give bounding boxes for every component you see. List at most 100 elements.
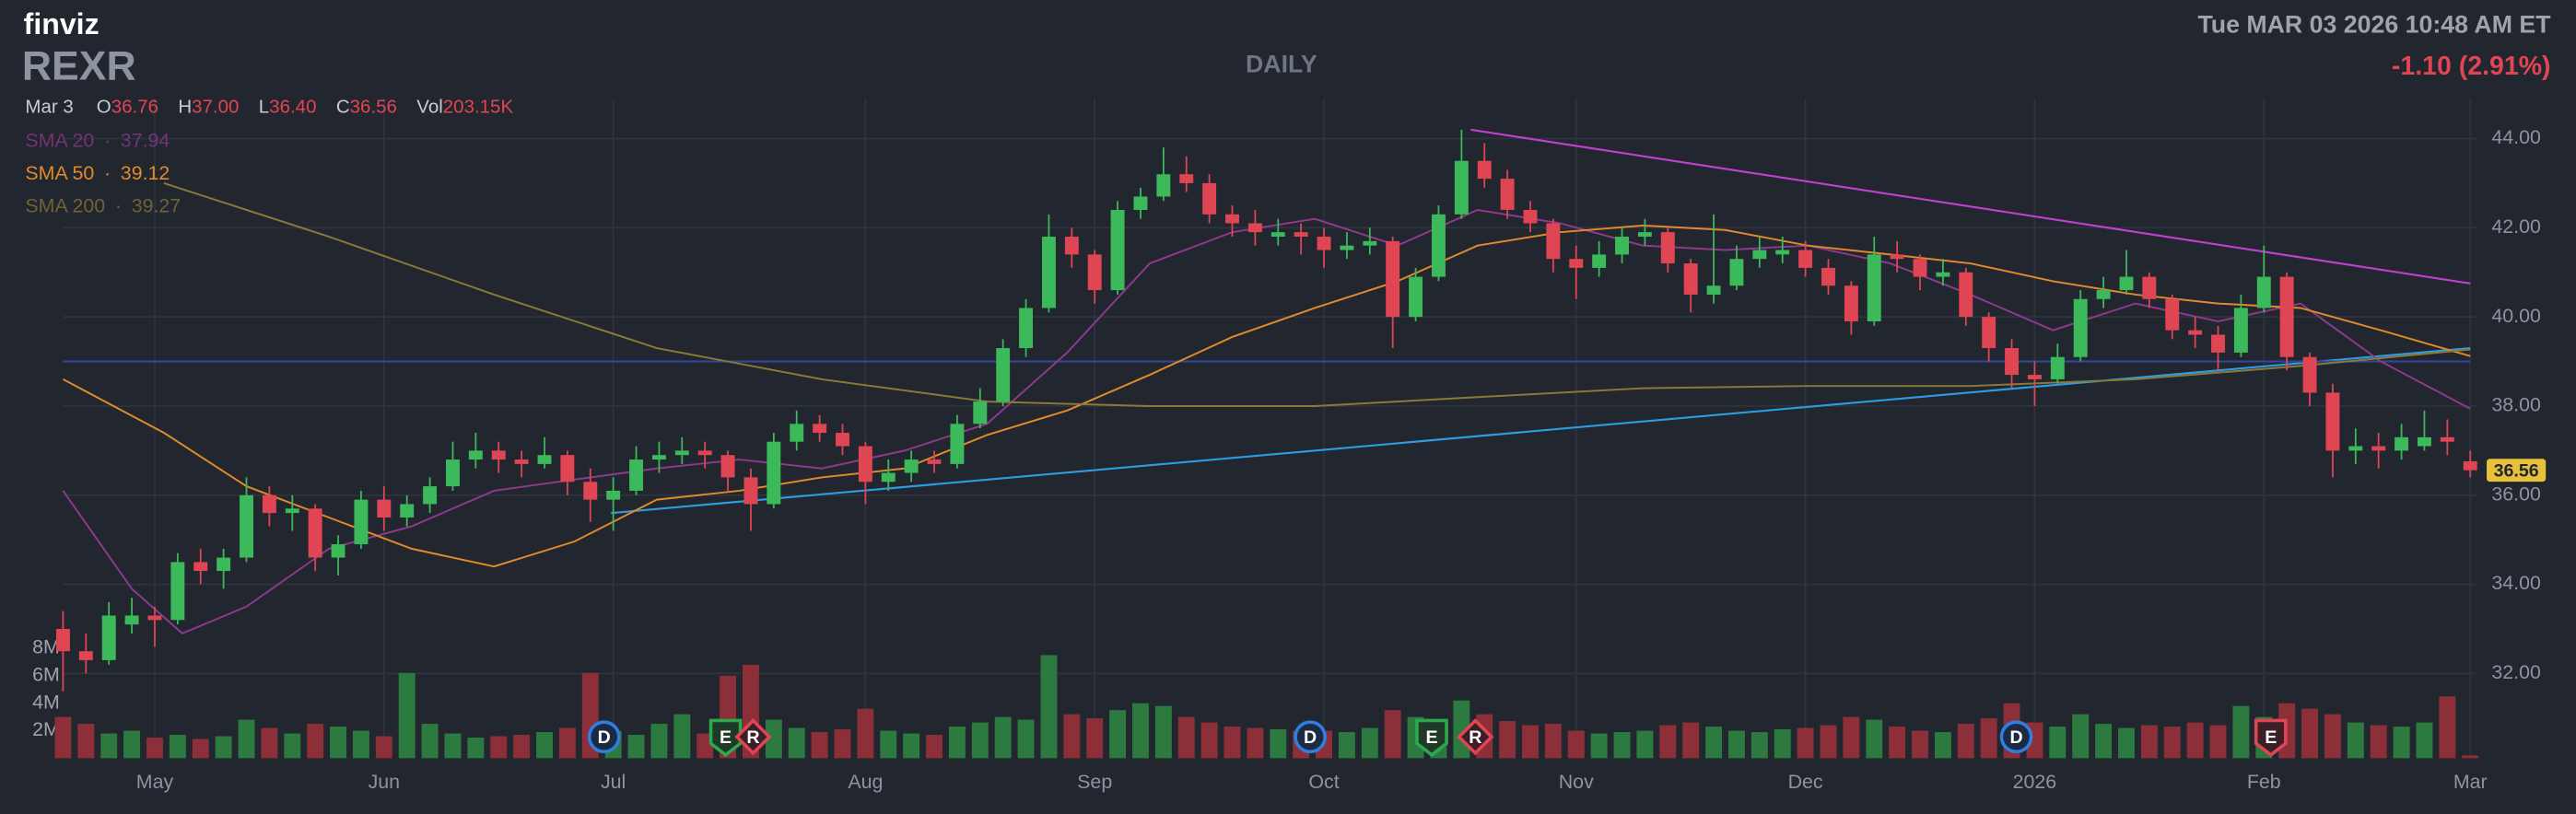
change-pct: (2.91%)	[2459, 52, 2551, 81]
event-label: E	[2265, 727, 2277, 748]
volume-bar	[1613, 732, 1631, 759]
volume-tick-label: 8M	[32, 636, 60, 658]
volume-bar	[1109, 710, 1127, 759]
x-tick-label: Jul	[601, 771, 626, 793]
event-marker[interactable]: R	[734, 718, 772, 756]
timeframe: DAILY	[1246, 50, 1317, 77]
candle-body	[1729, 259, 1744, 286]
quote-key: Vol	[416, 97, 442, 118]
candle-body	[2050, 356, 2065, 379]
volume-bar	[169, 735, 186, 759]
event-marker[interactable]: E	[1415, 718, 1448, 758]
sma-separator: ·	[115, 194, 122, 216]
volume-bar	[1866, 719, 1883, 759]
candle-body	[1225, 214, 1239, 224]
candle-body	[1637, 232, 1652, 238]
candle-body	[377, 499, 392, 517]
y-tick-label: 42.00	[2491, 215, 2541, 238]
volume-bar	[971, 722, 989, 759]
volume-bar	[1957, 724, 1974, 759]
event-marker[interactable]: D	[1294, 720, 1327, 754]
candle-body	[217, 557, 231, 572]
candle-body	[400, 504, 415, 517]
candle-body	[1706, 285, 1721, 295]
candle-body	[767, 441, 781, 505]
x-tick-label: Dec	[1788, 771, 1823, 793]
ticker: REXR	[22, 44, 136, 89]
volume-bar	[2209, 725, 2227, 759]
event-badge	[708, 718, 743, 758]
volume-bar	[2232, 705, 2250, 759]
y-tick-label: 40.00	[2491, 305, 2541, 327]
volume-bar	[2118, 727, 2135, 759]
candle-body	[354, 499, 369, 545]
candle-body	[651, 455, 666, 460]
candle-body	[1179, 174, 1194, 183]
quote-value: 36.56	[350, 97, 397, 118]
volume-bar	[2324, 714, 2341, 759]
volume-bar	[1247, 727, 1264, 759]
candle-body	[2302, 356, 2317, 393]
candle-body	[1270, 232, 1285, 238]
x-tick-label: Jun	[369, 771, 400, 793]
x-tick-label: Feb	[2247, 771, 2281, 793]
volume-bar	[284, 733, 301, 759]
x-tick-label: Mar	[2453, 771, 2488, 793]
volume-bar	[1063, 714, 1081, 759]
candle-body	[193, 562, 208, 572]
event-marker[interactable]: D	[587, 720, 621, 754]
volume-bar	[1017, 719, 1035, 759]
volume-bar	[2462, 755, 2479, 759]
sma-value: 39.12	[121, 162, 170, 184]
candle-body	[170, 562, 185, 621]
volume-bar	[77, 724, 95, 759]
candle-body	[2279, 276, 2294, 357]
candle-body	[537, 455, 552, 464]
event-marker[interactable]: E	[2254, 718, 2288, 758]
quote-date: Mar 3	[25, 97, 73, 118]
candle-body	[674, 450, 689, 456]
event-marker[interactable]: D	[1999, 720, 2033, 754]
sma-value: 39.27	[132, 194, 181, 216]
volume-bar	[1270, 729, 1287, 759]
candle-body	[1523, 209, 1538, 224]
candle-body	[2188, 330, 2203, 335]
x-tick-label: Nov	[1559, 771, 1594, 793]
quote-value: 36.40	[269, 97, 316, 118]
sma-line	[163, 181, 2471, 407]
candle-body	[1110, 209, 1125, 291]
volume-bar	[627, 735, 645, 759]
quote-value: 36.76	[111, 97, 158, 118]
event-badge	[1457, 718, 1494, 756]
candle-body	[629, 459, 643, 491]
candle-body	[1546, 223, 1561, 260]
candle-body	[1959, 272, 1973, 318]
event-badge	[1999, 720, 2033, 754]
candle-body	[78, 651, 93, 660]
event-label: R	[746, 727, 759, 748]
y-tick-label: 36.00	[2491, 483, 2541, 505]
volume-bar	[765, 719, 782, 759]
candle-body	[1798, 250, 1813, 268]
change: -1.10 (2.91%)	[2392, 52, 2551, 81]
candle-body	[1615, 237, 1629, 255]
sma-name: SMA 20	[25, 129, 94, 151]
event-badge	[734, 718, 772, 756]
volume-bar	[490, 736, 508, 759]
logo[interactable]: finviz	[24, 7, 100, 41]
volume-bar	[673, 714, 691, 759]
volume-bar	[444, 733, 462, 759]
candle-body	[836, 433, 849, 447]
candle-body	[583, 482, 598, 500]
volume-bar	[2439, 696, 2456, 759]
candle-body	[2417, 436, 2431, 447]
candle-body	[1202, 182, 1217, 215]
trendline	[611, 346, 2471, 515]
sma-name: SMA 50	[25, 162, 94, 184]
volume-bar	[811, 732, 828, 759]
candle-body	[1386, 240, 1400, 318]
volume-bar	[123, 730, 141, 759]
event-marker[interactable]: R	[1457, 718, 1494, 756]
event-marker[interactable]: E	[708, 718, 743, 758]
